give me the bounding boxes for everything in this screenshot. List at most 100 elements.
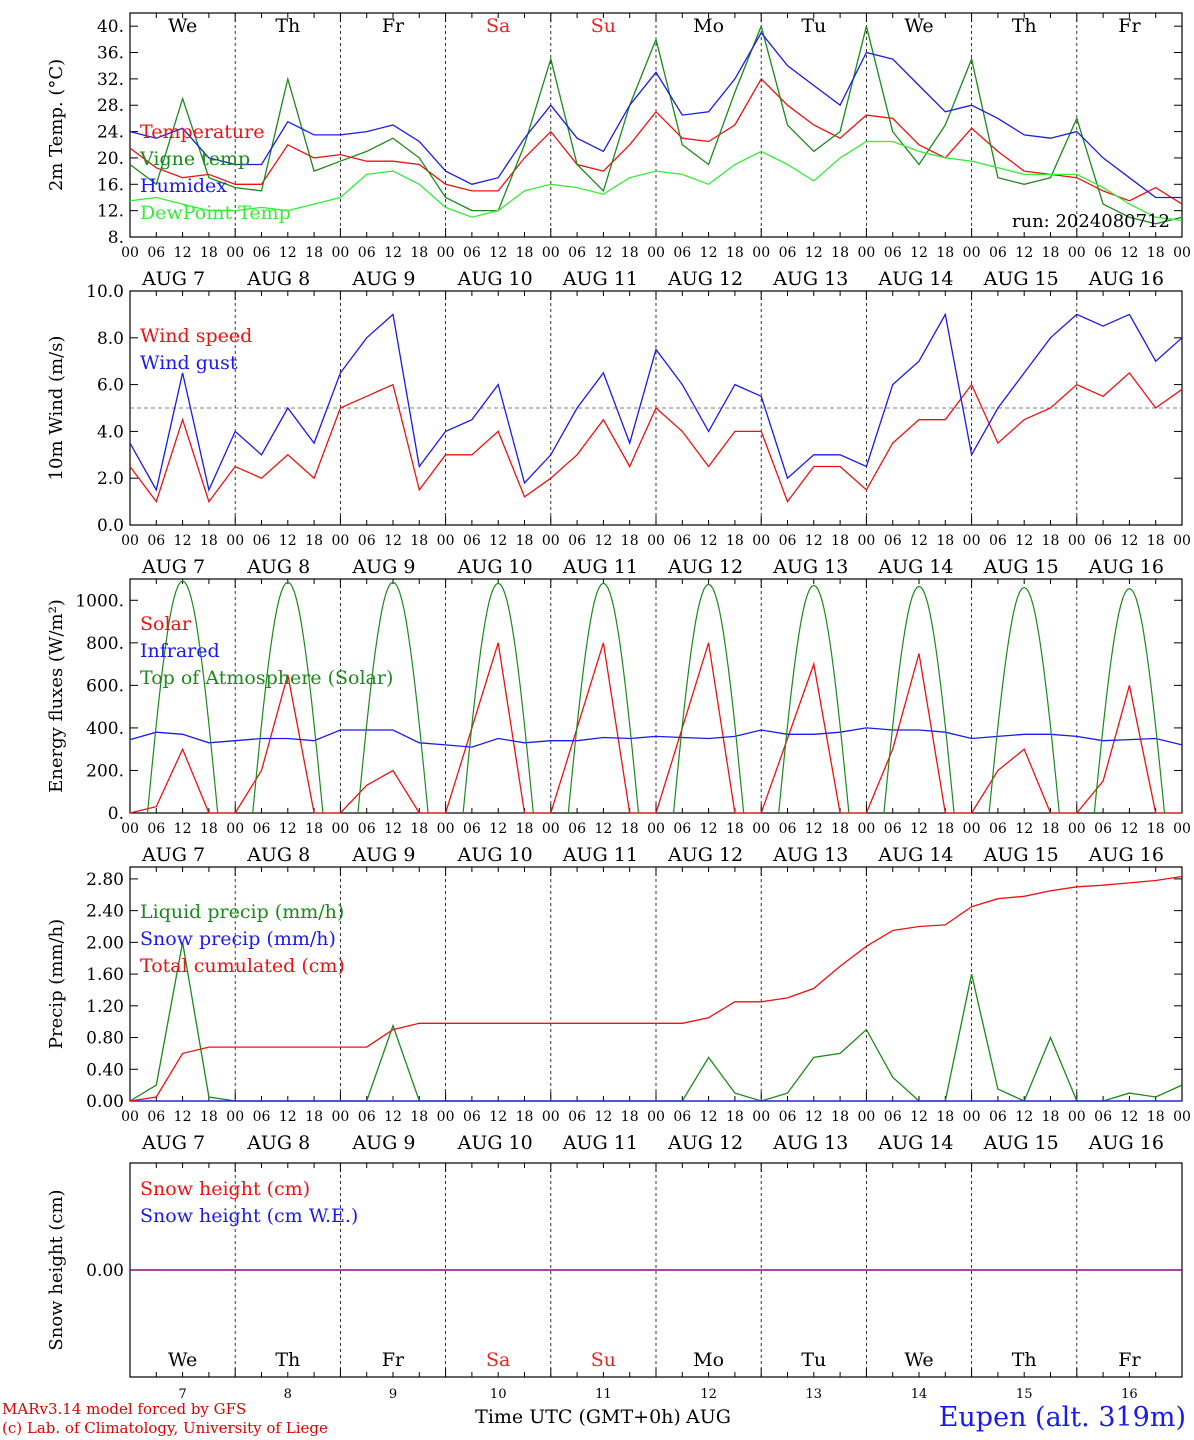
panel-2-y-tick-label: 4.0 [97, 422, 124, 442]
panel-4-hour-label: 06 [884, 1109, 902, 1125]
panel-3-hour-label: 06 [463, 821, 481, 837]
station-name: Eupen (alt. 319m) [938, 1402, 1186, 1433]
panel-4-date-label: AUG 10 [457, 1132, 533, 1154]
panel-3-y-tick-label: 200. [86, 761, 124, 781]
panel-1-date-label: AUG 9 [351, 268, 415, 290]
panel-4-hour-label: 00 [752, 1109, 770, 1125]
panel-1-hour-label: 00 [331, 245, 349, 261]
panel-4-hour-label: 06 [568, 1109, 586, 1125]
panel-3-y-tick-label: 800. [86, 634, 124, 654]
panel-2-date-label: AUG 13 [772, 556, 848, 578]
panel-4-hour-label: 12 [489, 1109, 507, 1125]
panel-4-hour-label: 06 [779, 1109, 797, 1125]
weekday-label-bottom: Th [1012, 1349, 1037, 1371]
panel-1-hour-label: 12 [594, 245, 612, 261]
panel-4-date-label: AUG 9 [351, 1132, 415, 1154]
panel-4-y-tick-label: 2.80 [86, 870, 124, 890]
panel-4-hour-label: 18 [726, 1109, 744, 1125]
panel-1-hour-label: 18 [831, 245, 849, 261]
panel-2-date-label: AUG 12 [667, 556, 743, 578]
weekday-label-top: We [904, 15, 933, 37]
panel-4-legend-item: Snow precip (mm/h) [140, 928, 336, 950]
panel-4-hour-label: 18 [516, 1109, 534, 1125]
panel-3-hour-label: 00 [437, 821, 455, 837]
panel-1-date-label: AUG 11 [562, 268, 638, 290]
panel-1-hour-label: 06 [147, 245, 165, 261]
panel-2-hour-label: 00 [1068, 533, 1086, 549]
panel-3-hour-label: 18 [1042, 821, 1060, 837]
panel-3-y-tick-label: 400. [86, 719, 124, 739]
panel-1-legend-item: DewPoint Temp [140, 202, 291, 224]
weekday-label-bottom: Fr [1118, 1349, 1141, 1371]
day-number-label: 15 [1016, 1387, 1033, 1402]
weekday-label-top: Su [591, 15, 616, 37]
panel-2-y-tick-label: 6.0 [97, 376, 124, 396]
panel-4-hour-label: 06 [358, 1109, 376, 1125]
panel-3-hour-label: 00 [1173, 821, 1191, 837]
panel-2-hour-label: 18 [936, 533, 954, 549]
day-number-label: 13 [806, 1387, 823, 1402]
panel-3-legend-item: Solar [140, 613, 192, 635]
panel-2-hour-label: 06 [1094, 533, 1112, 549]
panel-3-hour-label: 00 [121, 821, 139, 837]
panel-3-date-label: AUG 9 [351, 844, 415, 866]
panel-3-hour-label: 12 [594, 821, 612, 837]
panel-2-hour-label: 00 [542, 533, 560, 549]
panel-1-hour-label: 00 [752, 245, 770, 261]
panel-4-hour-label: 06 [463, 1109, 481, 1125]
panel-4-hour-label: 12 [279, 1109, 297, 1125]
weekday-label-bottom: Th [275, 1349, 300, 1371]
panel-2-hour-label: 12 [384, 533, 402, 549]
panel-2-hour-label: 12 [489, 533, 507, 549]
panel-1-hour-label: 00 [1068, 245, 1086, 261]
panel-3-hour-label: 18 [200, 821, 218, 837]
panel-1-run-label: run: 2024080712 [1012, 211, 1170, 232]
panel-3-hour-label: 00 [752, 821, 770, 837]
panel-1-hour-label: 18 [305, 245, 323, 261]
panel-2-hour-label: 00 [752, 533, 770, 549]
panel-4-date-label: AUG 12 [667, 1132, 743, 1154]
panel-4-hour-label: 12 [1120, 1109, 1138, 1125]
panel-4-y-tick-label: 1.20 [86, 997, 124, 1017]
panel-4-date-label: AUG 14 [877, 1132, 953, 1154]
panel-1-hour-label: 06 [989, 245, 1007, 261]
lab-credit: (c) Lab. of Climatology, University of L… [2, 1419, 328, 1437]
panel-3-hour-label: 00 [647, 821, 665, 837]
panel-4-hour-label: 06 [1094, 1109, 1112, 1125]
panel-2-hour-label: 00 [437, 533, 455, 549]
panel-4-legend-item: Total cumulated (cm) [140, 955, 345, 977]
panel-1-legend-item: Humidex [140, 175, 227, 197]
panel-4-hour-label: 18 [200, 1109, 218, 1125]
panel-3-hour-label: 18 [410, 821, 428, 837]
panel-4-hour-label: 00 [647, 1109, 665, 1125]
panel-1-y-tick-label: 8. [108, 228, 124, 248]
panel-4-hour-label: 00 [121, 1109, 139, 1125]
panel-1-hour-label: 12 [279, 245, 297, 261]
day-number-label: 11 [595, 1387, 612, 1402]
panel-2-hour-label: 12 [279, 533, 297, 549]
panel-2-hour-label: 18 [726, 533, 744, 549]
weekday-label-bottom: Tu [801, 1349, 826, 1371]
panel-4-hour-label: 12 [384, 1109, 402, 1125]
model-credit: MARv3.14 model forced by GFS [2, 1400, 247, 1418]
panel-3-hour-label: 00 [1068, 821, 1086, 837]
panel-1-hour-label: 18 [1147, 245, 1165, 261]
panel-3-hour-label: 06 [779, 821, 797, 837]
panel-1-hour-label: 18 [200, 245, 218, 261]
panel-4-legend-item: Liquid precip (mm/h) [140, 901, 344, 923]
weekday-label-bottom: We [168, 1349, 197, 1371]
panel-2-hour-label: 12 [594, 533, 612, 549]
panel-4-hour-label: 00 [1068, 1109, 1086, 1125]
panel-1-y-axis-label: 2m Temp. (°C) [46, 59, 67, 191]
panel-1-y-tick-label: 16. [97, 175, 124, 195]
panel-2-hour-label: 06 [568, 533, 586, 549]
weekday-label-top: Fr [1118, 15, 1141, 37]
panel-3-hour-label: 18 [831, 821, 849, 837]
panel-4-hour-label: 18 [1147, 1109, 1165, 1125]
panel-1-hour-label: 12 [384, 245, 402, 261]
panel-4-date-label: AUG 11 [562, 1132, 638, 1154]
panel-2-hour-label: 18 [516, 533, 534, 549]
panel-3-hour-label: 12 [1120, 821, 1138, 837]
panel-3-y-axis-label: Energy fluxes (W/m²) [46, 599, 67, 793]
panel-1-series-line [129, 140, 1183, 222]
